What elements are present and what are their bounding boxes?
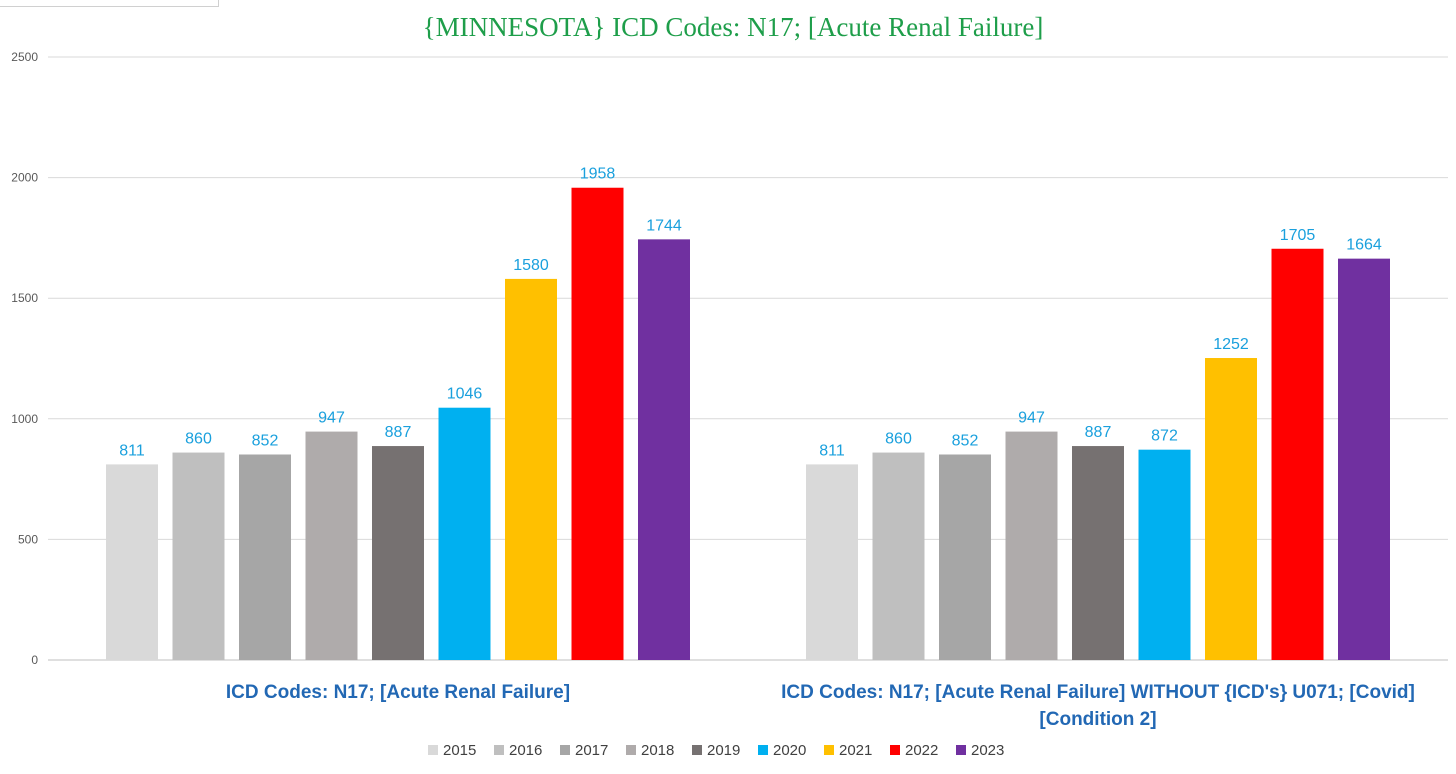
legend-swatch-2018	[626, 745, 636, 755]
data-label: 1958	[580, 166, 616, 183]
data-label: 887	[1085, 424, 1112, 441]
data-label: 1705	[1280, 227, 1316, 244]
bar-2017	[939, 454, 991, 660]
y-tick-label: 0	[31, 653, 38, 667]
top-left-border	[0, 0, 219, 7]
legend-label: 2023	[971, 742, 1004, 759]
legend-label: 2016	[509, 742, 542, 759]
category-label: ICD Codes: N17; [Acute Renal Failure]	[226, 682, 570, 703]
bar-2019	[372, 446, 424, 660]
y-tick-label: 1000	[11, 412, 38, 426]
legend: 2015 2016 2017 2018 2019 2020 2021 2022 2023	[428, 742, 1004, 759]
bar-2018	[305, 431, 358, 660]
data-label: 852	[252, 432, 279, 449]
bar-2021	[505, 278, 557, 660]
legend-swatch-2019	[692, 745, 702, 755]
y-tick-label: 1500	[11, 291, 38, 305]
legend-swatch-2022	[890, 745, 900, 755]
legend-label: 2020	[773, 742, 806, 759]
y-tick-label: 2000	[11, 171, 38, 185]
data-label: 872	[1151, 428, 1178, 445]
legend-label: 2015	[443, 742, 476, 759]
data-label: 860	[185, 431, 212, 448]
bar-2023	[638, 239, 690, 660]
legend-swatch-2020	[758, 745, 768, 755]
y-tick-label: 500	[18, 532, 38, 546]
legend-label: 2021	[839, 742, 872, 759]
legend-label: 2019	[707, 742, 740, 759]
legend-label: 2017	[575, 742, 608, 759]
data-label: 947	[1018, 410, 1045, 427]
chart-title: {MINNESOTA} ICD Codes: N17; [Acute Renal…	[423, 12, 1044, 42]
category-labels: ICD Codes: N17; [Acute Renal Failure] ICD…	[226, 682, 1415, 730]
bar-2020	[1138, 449, 1191, 660]
y-axis-ticks: 0 500 1000 1500 2000 2500	[11, 50, 38, 667]
data-label: 1664	[1346, 237, 1382, 254]
bar-2015	[106, 464, 158, 660]
data-label: 811	[119, 442, 145, 459]
bar-2023	[1338, 258, 1390, 660]
bar-2017	[239, 454, 291, 660]
data-labels: 811 860 852 947 887 1046 1580 1958 1744 811 860 852…	[119, 166, 1382, 460]
bar-2018	[1005, 431, 1058, 660]
data-label: 811	[819, 442, 845, 459]
legend-swatch-2015	[428, 745, 438, 755]
legend-label: 2018	[641, 742, 674, 759]
data-label: 887	[385, 424, 412, 441]
data-label: 947	[318, 410, 345, 427]
data-label: 860	[885, 431, 912, 448]
bars	[106, 187, 1390, 660]
legend-swatch-2017	[560, 745, 570, 755]
bar-2019	[1072, 446, 1124, 660]
category-label: [Condition 2]	[1039, 709, 1156, 730]
bar-2015	[806, 464, 858, 660]
bar-2016	[172, 452, 225, 660]
y-tick-label: 2500	[11, 50, 38, 64]
data-label: 1580	[513, 257, 549, 274]
data-label: 1744	[646, 217, 682, 234]
category-label: ICD Codes: N17; [Acute Renal Failure] WI…	[781, 682, 1415, 703]
bar-2022	[571, 187, 624, 660]
legend-swatch-2016	[494, 745, 504, 755]
bar-2020	[438, 407, 491, 660]
bar-2022	[1271, 248, 1324, 660]
legend-label: 2022	[905, 742, 938, 759]
data-label: 1046	[447, 386, 483, 403]
bar-2016	[872, 452, 925, 660]
legend-swatch-2023	[956, 745, 966, 755]
data-label: 1252	[1213, 336, 1249, 353]
legend-swatch-2021	[824, 745, 834, 755]
data-label: 852	[952, 432, 979, 449]
bar-2021	[1205, 358, 1257, 660]
